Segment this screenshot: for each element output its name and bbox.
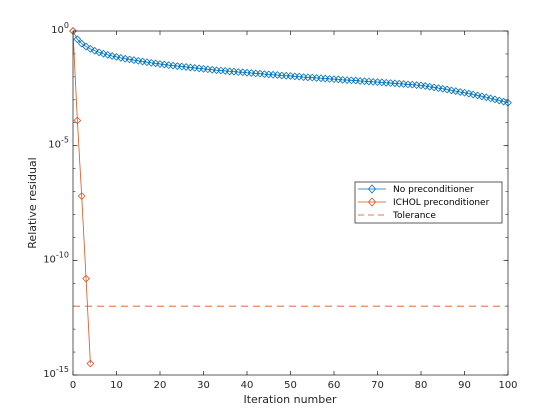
data-point-no-preconditioner-99 [499,97,508,106]
data-point-no-preconditioner-9 [108,52,117,60]
data-point-no-preconditioner-85 [438,84,447,93]
data-point-no-preconditioner-86 [443,85,451,94]
legend-entry-ichol-preconditioner: ICHOL preconditioner [358,197,490,208]
x-tick-label-90: 90 [458,380,471,391]
data-point-no-preconditioner-98 [495,96,504,105]
data-point-no-preconditioner-12 [121,54,130,63]
x-tick-label-10: 10 [110,380,123,391]
data-point-no-preconditioner-88 [451,87,460,95]
x-tick-label-30: 30 [197,380,210,391]
data-point-no-preconditioner-97 [491,95,499,104]
data-point-no-preconditioner-92 [469,90,478,99]
x-tick-label-20: 20 [154,380,167,391]
data-point-no-preconditioner-1 [73,35,82,44]
legend-label-no-preconditioner: No preconditioner [393,185,474,195]
series-line-ichol-preconditioner [72,30,91,364]
x-tick-label-40: 40 [241,380,254,391]
data-point-no-preconditioner-14 [130,56,138,64]
legend: No preconditioner ICHOL preconditioner T… [354,181,503,224]
data-point-no-preconditioner-5 [90,46,99,55]
data-point-no-preconditioner-91 [464,89,473,98]
data-point-no-preconditioner-3 [82,42,90,51]
y-tick-label--10: 10-10 [43,250,69,265]
data-point-no-preconditioner-13 [125,55,134,64]
data-point-ichol-preconditioner-4 [86,359,95,368]
data-point-no-preconditioner-82 [425,82,434,91]
data-point-no-preconditioner-83 [430,83,438,92]
data-point-no-preconditioner-17 [143,58,151,67]
data-point-no-preconditioner-4 [86,45,95,53]
legend-label-tolerance: Tolerance [392,211,436,221]
data-point-no-preconditioner-16 [138,57,147,66]
x-tick-label-0: 0 [70,380,76,391]
data-point-no-preconditioner-93 [473,91,482,100]
data-point-no-preconditioner-10 [112,53,121,61]
y-tick-label-0: 100 [51,21,69,36]
data-point-no-preconditioner-95 [482,93,491,102]
data-point-ichol-preconditioner-1 [73,116,82,125]
data-point-no-preconditioner-2 [77,39,86,48]
legend-marker-no-preconditioner [367,184,377,194]
data-point-ichol-preconditioner-3 [82,274,90,283]
data-point-no-preconditioner-80 [417,81,425,90]
data-point-no-preconditioner-81 [421,82,430,90]
data-point-no-preconditioner-96 [486,94,495,103]
legend-entry-tolerance: Tolerance [358,211,436,221]
x-axis-label: Iteration number [243,393,337,406]
data-point-no-preconditioner-11 [116,53,125,62]
y-axis-label: Relative residual [26,157,39,248]
data-point-no-preconditioner-94 [478,92,486,101]
x-tick-label-50: 50 [284,380,297,391]
data-point-no-preconditioner-89 [456,88,465,96]
legend-label-ichol-preconditioner: ICHOL preconditioner [393,198,490,208]
data-point-no-preconditioner-19 [151,59,160,68]
legend-marker-ichol-preconditioner [367,197,377,207]
data-point-no-preconditioner-90 [460,88,469,97]
axes-box [72,30,509,376]
data-point-no-preconditioner-15 [134,56,143,65]
legend-entry-no-preconditioner: No preconditioner [358,184,474,195]
x-tick-label-100: 100 [498,380,517,391]
x-tick-label-70: 70 [371,380,384,391]
data-point-no-preconditioner-87 [447,86,456,95]
data-point-no-preconditioner-84 [434,84,443,92]
data-point-no-preconditioner-6 [95,48,103,57]
y-tick-label--15: 10-15 [43,365,69,380]
data-point-no-preconditioner-21 [160,60,169,69]
data-point-no-preconditioner-8 [103,50,112,59]
y-tick-label--5: 10-5 [48,136,69,151]
data-point-ichol-preconditioner-2 [77,192,86,200]
x-tick-label-60: 60 [328,380,341,391]
x-tick-label-80: 80 [415,380,428,391]
data-point-no-preconditioner-7 [99,49,108,58]
